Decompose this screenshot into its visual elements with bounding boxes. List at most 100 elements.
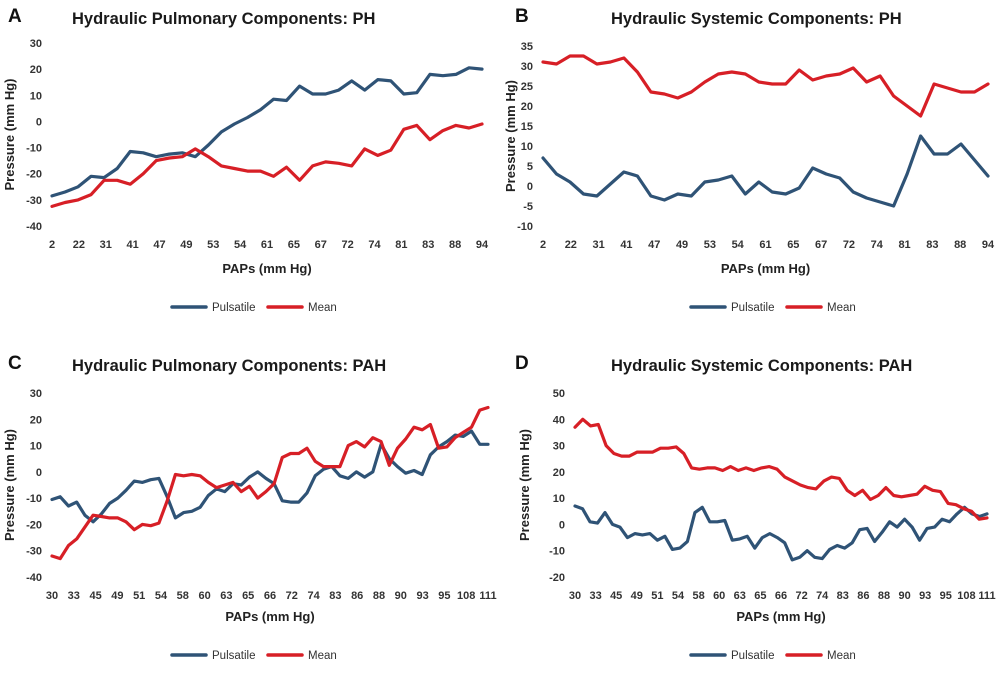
x-tick-label: 90 — [395, 590, 407, 602]
x-tick-label: 41 — [127, 239, 139, 251]
panel-letter: D — [515, 353, 529, 374]
x-tick-label: 49 — [180, 239, 192, 251]
x-tick-label: 45 — [610, 590, 622, 602]
chart-panel-b: B Hydraulic Systemic Components: PH 35 30 25… — [501, 0, 1001, 334]
series-line-mean — [541, 54, 990, 118]
x-tick-label: 111 — [978, 590, 995, 602]
chart-title: Hydraulic Pulmonary Components: PAH — [72, 357, 386, 375]
x-tick-label: 88 — [449, 239, 461, 251]
x-tick-label: 81 — [898, 239, 910, 251]
y-tick-label: -20 — [26, 519, 42, 531]
y-axis-label: Pressure (mm Hg) — [503, 80, 518, 192]
x-tick-label: 66 — [775, 590, 787, 602]
y-tick-label: 15 — [521, 121, 533, 133]
y-tick-label: 20 — [30, 64, 42, 76]
legend-item-pulsatile: Pulsatile — [170, 302, 255, 314]
legend-item-pulsatile: Pulsatile — [689, 650, 774, 662]
chart-panel-a: A Hydraulic Pulmonary Components: PH 30 20 1… — [0, 0, 500, 334]
y-tick-label: 50 — [553, 388, 565, 400]
panel-letter: C — [8, 353, 22, 374]
y-tick-label: 0 — [36, 467, 42, 479]
x-tick-label: 33 — [68, 590, 80, 602]
x-tick-label: 83 — [329, 590, 341, 602]
x-tick-label: 93 — [416, 590, 428, 602]
x-tick-label: 49 — [111, 590, 123, 602]
x-tick-label: 53 — [207, 239, 219, 251]
series-line-mean — [50, 122, 484, 208]
y-tick-label: -10 — [26, 143, 42, 155]
x-axis-label: PAPs (mm Hg) — [721, 261, 810, 276]
x-tick-label: 67 — [315, 239, 327, 251]
chart-title: Hydraulic Systemic Components: PH — [611, 10, 902, 28]
y-axis-label: Pressure (mm Hg) — [2, 429, 17, 541]
y-tick-label: 0 — [527, 181, 533, 193]
y-tick-label: 0 — [559, 519, 565, 531]
x-tick-label: 49 — [676, 239, 688, 251]
x-tick-label: 47 — [153, 239, 165, 251]
chart-b-svg: B Hydraulic Systemic Components: PH353025… — [503, 6, 995, 314]
x-tick-label: 49 — [631, 590, 643, 602]
x-tick-label: 41 — [620, 239, 632, 251]
x-tick-label: 51 — [133, 590, 145, 602]
x-tick-label: 2 — [49, 239, 55, 251]
x-tick-label: 72 — [342, 239, 354, 251]
x-tick-label: 33 — [589, 590, 601, 602]
x-tick-label: 63 — [220, 590, 232, 602]
x-axis-label: PAPs (mm Hg) — [222, 261, 311, 276]
x-tick-label: 58 — [177, 590, 189, 602]
y-tick-label: -5 — [523, 201, 533, 213]
x-tick-label: 88 — [373, 590, 385, 602]
x-tick-label: 95 — [438, 590, 450, 602]
x-tick-label: 94 — [982, 239, 995, 251]
x-tick-label: 88 — [878, 590, 890, 602]
chart-d-svg: D Hydraulic Systemic Components: PAH 50 40 3… — [515, 353, 996, 662]
legend-label: Pulsatile — [212, 650, 255, 662]
y-tick-label: 0 — [36, 116, 42, 128]
x-tick-label: 51 — [651, 590, 663, 602]
chart-c-svg: C Hydraulic Pulmonary Components: PAH 30 20… — [2, 353, 497, 662]
y-axis-label: Pressure (mm Hg) — [517, 429, 532, 541]
y-tick-label: -40 — [26, 572, 42, 584]
y-tick-label: -20 — [549, 572, 565, 584]
legend-label: Mean — [308, 650, 337, 662]
y-tick-label: 20 — [521, 101, 533, 113]
y-tick-label: 30 — [30, 38, 42, 50]
x-tick-label: 22 — [565, 239, 577, 251]
legend-item-mean: Mean — [785, 650, 856, 662]
x-tick-label: 63 — [734, 590, 746, 602]
legend-item-mean: Mean — [266, 302, 337, 314]
legend-label: Pulsatile — [731, 302, 774, 314]
x-tick-label: 31 — [593, 239, 605, 251]
panel-letter: A — [8, 6, 22, 27]
x-tick-label: 54 — [732, 239, 745, 251]
x-tick-label: 60 — [198, 590, 210, 602]
series-line-mean — [50, 405, 490, 561]
x-tick-label: 83 — [422, 239, 434, 251]
x-tick-label: 108 — [957, 590, 975, 602]
x-tick-label: 95 — [940, 590, 952, 602]
y-tick-label: -10 — [517, 221, 533, 233]
x-tick-label: 72 — [795, 590, 807, 602]
x-tick-label: 81 — [395, 239, 407, 251]
y-tick-label: 35 — [521, 41, 533, 53]
x-tick-label: 88 — [954, 239, 966, 251]
x-tick-label: 61 — [261, 239, 273, 251]
y-tick-label: 20 — [553, 467, 565, 479]
series-line-mean — [573, 417, 989, 521]
x-tick-label: 60 — [713, 590, 725, 602]
y-tick-label: 10 — [553, 493, 565, 505]
y-tick-label: 20 — [30, 414, 42, 426]
panel-letter: B — [515, 6, 529, 27]
chart-panel-d: D Hydraulic Systemic Components: PAH 50 40 3… — [501, 335, 1001, 669]
x-tick-label: 72 — [843, 239, 855, 251]
x-tick-label: 30 — [569, 590, 581, 602]
x-tick-label: 90 — [898, 590, 910, 602]
x-tick-label: 66 — [264, 590, 276, 602]
x-tick-label: 65 — [242, 590, 254, 602]
x-tick-label: 74 — [816, 590, 829, 602]
x-tick-label: 53 — [704, 239, 716, 251]
x-tick-label: 86 — [351, 590, 363, 602]
legend-label: Pulsatile — [212, 302, 255, 314]
x-tick-label: 22 — [73, 239, 85, 251]
y-tick-label: -10 — [549, 546, 565, 558]
